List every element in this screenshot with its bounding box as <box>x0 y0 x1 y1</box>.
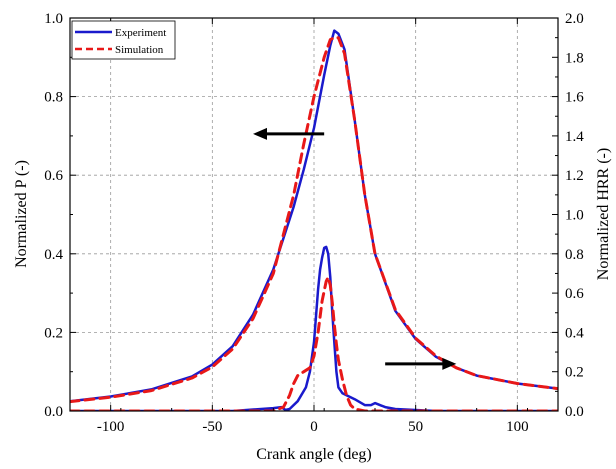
legend: Experiment Simulation <box>71 20 176 60</box>
y-right-tick-label: 0.6 <box>565 286 584 302</box>
arrow-right-head <box>442 357 457 370</box>
series-simulation-left <box>70 36 558 404</box>
x-tick-label: -100 <box>97 419 125 435</box>
arrow-left-head <box>253 127 267 140</box>
annotation-layer <box>253 127 457 370</box>
tick-labels: -100 -50 0 50 100 0.0 0.2 0.4 0.6 0.8 1.0 0.0 0.2 0.4… <box>44 11 584 435</box>
y-left-tick-label: 0.2 <box>44 325 63 341</box>
y-right-tick-label: 1.6 <box>565 90 584 106</box>
series-layer <box>70 29 558 411</box>
y-right-tick-label: 1.2 <box>565 168 584 184</box>
y-left-tick-label: 0.8 <box>44 90 63 106</box>
y-right-tick-label: 0.0 <box>565 404 584 420</box>
x-tick-label: 100 <box>506 419 529 435</box>
series-simulation-right <box>70 275 558 411</box>
y-left-tick-label: 1.0 <box>44 11 63 27</box>
y-right-tick-label: 1.8 <box>565 50 584 66</box>
y-left-tick-label: 0.6 <box>44 168 63 184</box>
y-right-tick-label: 0.8 <box>565 247 584 263</box>
series-experiment-right <box>70 245 558 411</box>
y-right-tick-label: 0.2 <box>565 365 584 381</box>
x-tick-label: 50 <box>408 419 423 435</box>
y-right-tick-label: 1.4 <box>565 129 584 145</box>
legend-label-simulation: Simulation <box>115 44 164 56</box>
y-left-axis-title: Normalized P (-) <box>13 160 30 268</box>
legend-box <box>71 20 176 60</box>
x-tick-label: 0 <box>310 419 318 435</box>
y-right-axis-title: Normalized HRR (-) <box>595 148 612 280</box>
y-left-tick-label: 0.4 <box>44 247 63 263</box>
y-left-tick-label: 0.0 <box>44 404 63 420</box>
y-right-tick-label: 0.4 <box>565 325 584 341</box>
x-tick-label: -50 <box>202 419 222 435</box>
legend-label-experiment: Experiment <box>115 27 166 39</box>
y-right-tick-label: 2.0 <box>565 11 584 27</box>
x-axis-title: Crank angle (deg) <box>256 446 372 463</box>
y-right-tick-label: 1.0 <box>565 208 584 224</box>
